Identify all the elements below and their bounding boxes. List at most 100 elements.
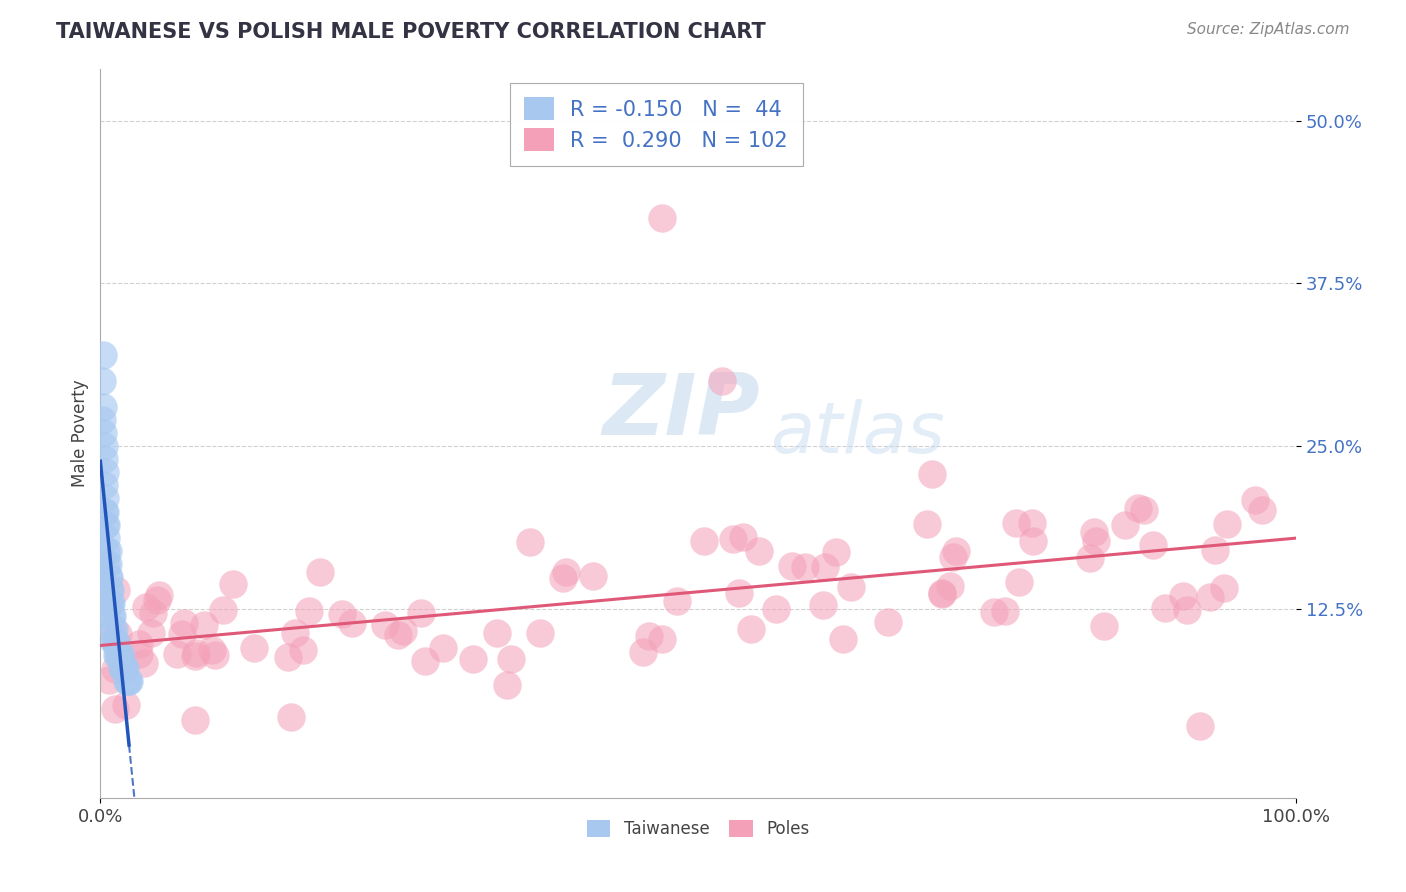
Point	[374, 618, 396, 632]
Point	[98, 582, 121, 597]
Point	[1084, 534, 1107, 549]
Point	[107, 627, 129, 641]
Point	[96, 620, 118, 634]
Point	[915, 516, 938, 531]
Point	[710, 374, 733, 388]
Point	[1213, 581, 1236, 595]
Point	[173, 615, 195, 630]
Point	[292, 642, 315, 657]
Point	[811, 598, 834, 612]
Point	[983, 605, 1005, 619]
Point	[107, 648, 129, 662]
Point	[94, 517, 117, 532]
Point	[96, 557, 118, 571]
Text: TAIWANESE VS POLISH MALE POVERTY CORRELATION CHART: TAIWANESE VS POLISH MALE POVERTY CORRELA…	[56, 22, 766, 42]
Point	[814, 559, 837, 574]
Y-axis label: Male Poverty: Male Poverty	[72, 379, 89, 487]
Point	[117, 673, 139, 688]
Point	[277, 649, 299, 664]
Point	[91, 426, 114, 441]
Point	[931, 586, 953, 600]
Point	[839, 580, 862, 594]
Point	[486, 626, 509, 640]
Point	[1204, 542, 1226, 557]
Point	[104, 634, 127, 648]
Point	[135, 599, 157, 614]
Point	[1142, 537, 1164, 551]
Point	[554, 565, 576, 579]
Point	[1133, 503, 1156, 517]
Text: atlas: atlas	[770, 399, 945, 467]
Point	[298, 604, 321, 618]
Point	[411, 606, 433, 620]
Point	[118, 673, 141, 688]
Point	[91, 348, 114, 362]
Point	[330, 607, 353, 622]
Point	[1114, 518, 1136, 533]
Point	[103, 634, 125, 648]
Point	[1021, 534, 1043, 549]
Point	[108, 648, 131, 662]
Point	[115, 698, 138, 713]
Point	[112, 661, 135, 675]
Point	[582, 569, 605, 583]
Point	[184, 713, 207, 727]
Point	[794, 560, 817, 574]
Point	[104, 634, 127, 648]
Point	[1189, 719, 1212, 733]
Point	[186, 646, 208, 660]
Point	[876, 615, 898, 629]
Point	[91, 401, 114, 415]
Point	[748, 544, 770, 558]
Point	[128, 647, 150, 661]
Point	[105, 648, 128, 662]
Point	[413, 654, 436, 668]
Point	[666, 594, 689, 608]
Point	[693, 534, 716, 549]
Point	[96, 557, 118, 571]
Point	[114, 661, 136, 675]
Point	[104, 702, 127, 716]
Point	[824, 545, 846, 559]
Point	[1126, 501, 1149, 516]
Point	[100, 596, 122, 610]
Point	[128, 637, 150, 651]
Point	[98, 673, 121, 688]
Point	[139, 626, 162, 640]
Point	[391, 624, 413, 638]
Point	[201, 643, 224, 657]
Point	[96, 543, 118, 558]
Point	[146, 593, 169, 607]
Point	[1021, 516, 1043, 530]
Point	[166, 647, 188, 661]
Text: Source: ZipAtlas.com: Source: ZipAtlas.com	[1187, 22, 1350, 37]
Text: ZIP: ZIP	[602, 370, 761, 453]
Point	[96, 517, 118, 532]
Point	[148, 588, 170, 602]
Point	[733, 530, 755, 544]
Point	[780, 558, 803, 573]
Point	[765, 602, 787, 616]
Point	[93, 452, 115, 467]
Point	[551, 571, 574, 585]
Point	[97, 569, 120, 583]
Point	[184, 648, 207, 663]
Point	[309, 565, 332, 579]
Point	[96, 569, 118, 583]
Point	[721, 532, 744, 546]
Point	[1008, 574, 1031, 589]
Point	[519, 535, 541, 549]
Point	[100, 608, 122, 623]
Point	[1005, 516, 1028, 530]
Point	[94, 466, 117, 480]
Point	[728, 586, 751, 600]
Point	[651, 211, 673, 226]
Point	[93, 504, 115, 518]
Point	[1078, 551, 1101, 566]
Point	[387, 628, 409, 642]
Point	[1173, 589, 1195, 603]
Point	[942, 549, 965, 564]
Point	[112, 661, 135, 675]
Point	[1251, 502, 1274, 516]
Point	[432, 640, 454, 655]
